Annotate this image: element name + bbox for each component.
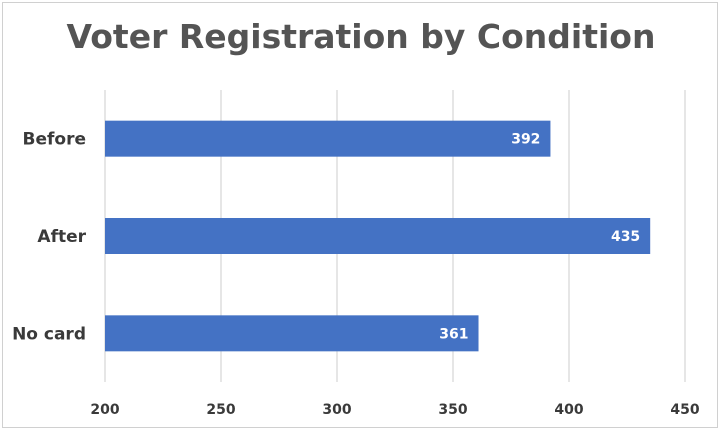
chart-title: Voter Registration by Condition — [66, 17, 656, 56]
x-tick-label: 400 — [554, 402, 583, 418]
x-tick-label: 300 — [322, 402, 351, 418]
chart-frame: Voter Registration by Condition — [2, 2, 718, 428]
category-label: Before — [23, 130, 86, 150]
category-label: After — [37, 227, 86, 247]
x-tick-label: 200 — [90, 402, 119, 418]
x-tick-label: 250 — [206, 402, 235, 418]
data-label: 361 — [439, 326, 468, 342]
category-label: No card — [12, 324, 86, 344]
data-label: 435 — [611, 229, 640, 245]
bar-before — [105, 120, 551, 157]
data-label: 392 — [511, 132, 540, 148]
x-tick-label: 450 — [670, 402, 699, 418]
x-tick-label: 350 — [438, 402, 467, 418]
bar-after — [105, 218, 651, 254]
bar-no-card — [105, 315, 479, 352]
